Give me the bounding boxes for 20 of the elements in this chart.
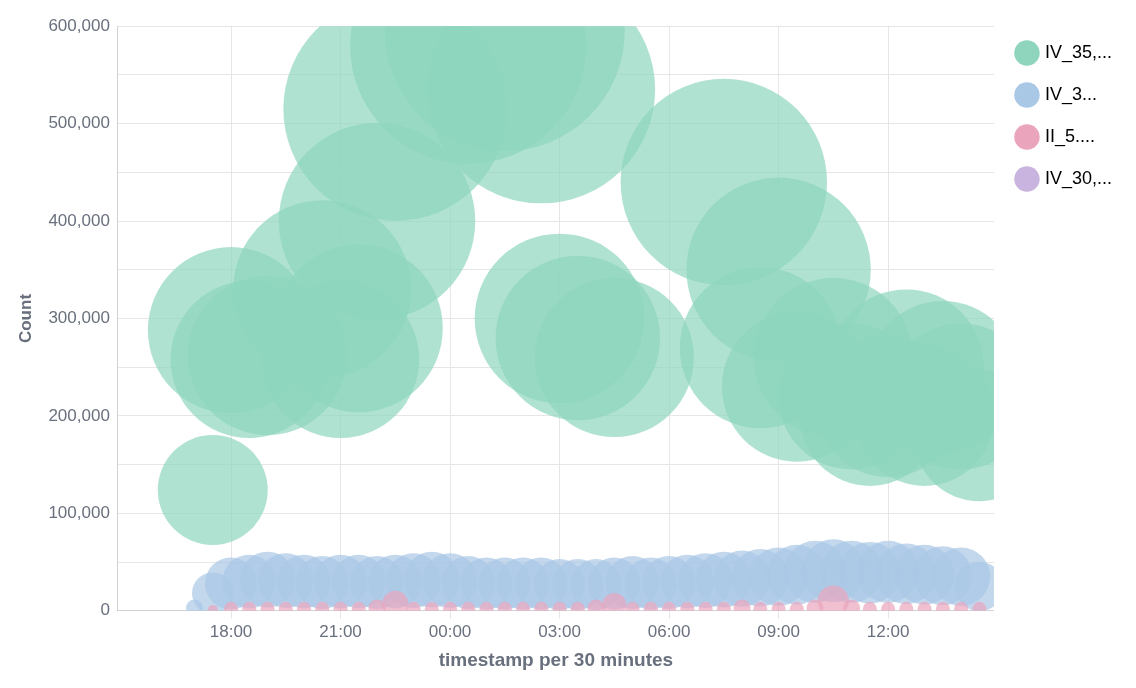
- y-tick-label: 0: [100, 600, 110, 620]
- x-tick-label: 00:00: [428, 621, 472, 641]
- x-tick-label: 21:00: [319, 621, 362, 641]
- y-tick-label: 100,000: [48, 503, 110, 523]
- x-tick-label: 09:00: [757, 621, 800, 641]
- legend-label: IV_35,...: [1044, 41, 1112, 63]
- legend-label: IV_30,...: [1044, 167, 1112, 189]
- x-tick-label: 12:00: [866, 621, 910, 641]
- y-tick-label: 600,000: [48, 15, 110, 35]
- y-tick-label: 300,000: [48, 308, 110, 328]
- x-tick-label: 03:00: [538, 621, 581, 641]
- x-axis-title: timestamp per 30 minutes: [438, 648, 674, 670]
- x-tick-label: 18:00: [209, 621, 253, 641]
- x-tick-label: 06:00: [647, 621, 691, 641]
- legend-label: II_5....: [1044, 125, 1095, 147]
- legend-label: IV_3...: [1044, 83, 1097, 105]
- y-tick-label: 500,000: [48, 113, 110, 133]
- y-tick-label: 400,000: [48, 210, 110, 230]
- y-axis-title: Count: [15, 293, 35, 344]
- y-tick-label: 200,000: [48, 405, 110, 425]
